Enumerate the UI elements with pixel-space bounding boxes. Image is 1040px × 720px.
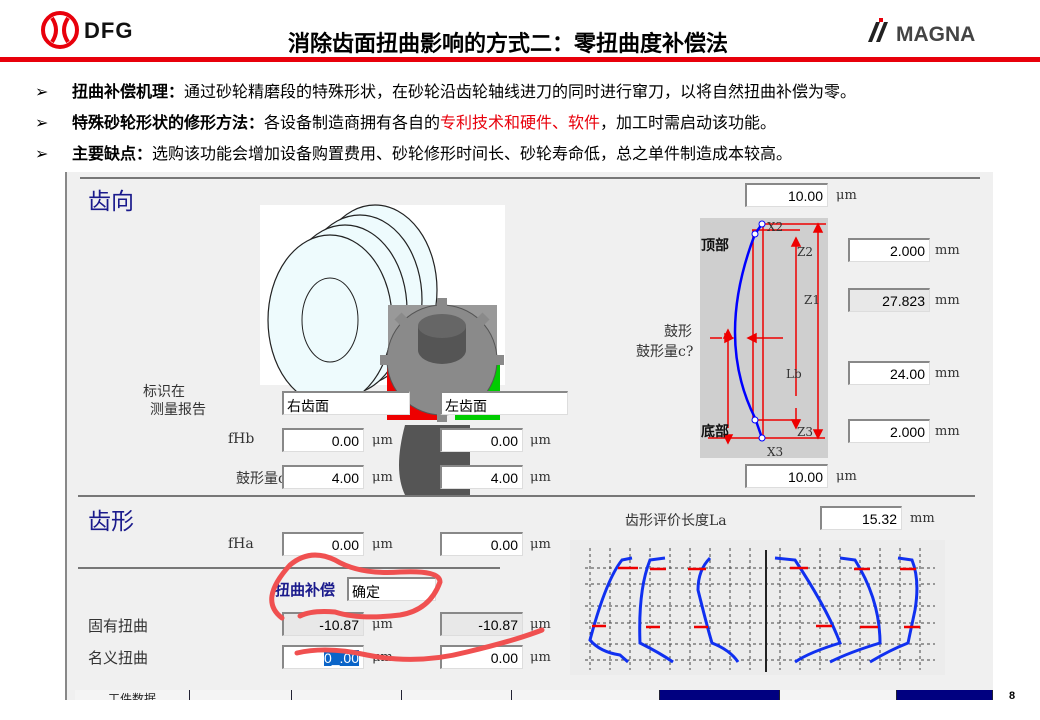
x3-label: X3 xyxy=(767,445,783,458)
bullet-2: ➢ 特殊砂轮形状的修形方法：各设备制造商拥有各自的专利技术和硬件、软件，加工时需启… xyxy=(35,113,777,132)
top-label: 顶部 xyxy=(701,237,729,254)
crown-label: 鼓形量c xyxy=(236,471,286,487)
twist-compensation-label: 扭曲补偿 xyxy=(275,581,336,599)
arrow-bullet-icon: ➢ xyxy=(35,113,49,132)
divider xyxy=(78,495,975,497)
crown-right-input[interactable]: 4.00 xyxy=(282,465,364,489)
unit: μm xyxy=(372,433,393,448)
profile-section-title: 齿形 xyxy=(88,509,134,535)
dfg-logo: DFG xyxy=(40,10,150,50)
bullet-1: ➢ 扭曲补偿机理：通过砂轮精磨段的特殊形状，在砂轮沿齿轮轴线进刀的同时进行窜刀，以… xyxy=(35,82,857,101)
lb-label: Lb xyxy=(786,367,802,381)
crowning-diagram: X2 Z2 Z1 Lb Z3 X3 顶部 底部 xyxy=(700,218,828,458)
lead-section-title: 齿向 xyxy=(88,189,134,215)
z2-input[interactable]: 2.000 xyxy=(848,238,930,262)
crown-left-input[interactable]: 4.00 xyxy=(440,465,523,489)
twist-compensation-select[interactable]: 确定 xyxy=(347,577,436,601)
unit: mm xyxy=(935,243,960,258)
tab[interactable] xyxy=(897,690,993,700)
report-label: 测量报告 xyxy=(150,402,206,418)
inherent-twist-left: -10.87 xyxy=(440,612,523,636)
arrow-bullet-icon: ➢ xyxy=(35,82,49,101)
unit: μm xyxy=(372,470,393,485)
magna-logo: MAGNA xyxy=(866,16,1001,46)
z3-label: Z3 xyxy=(797,425,813,439)
lb-input[interactable]: 24.00 xyxy=(848,361,930,385)
divider xyxy=(80,177,980,179)
unit: μm xyxy=(372,537,393,552)
tab[interactable] xyxy=(292,690,402,700)
unit: μm xyxy=(836,469,857,484)
crown-amount-label: 鼓形量c? xyxy=(636,344,694,360)
svg-text:MAGNA: MAGNA xyxy=(896,23,975,46)
unit: μm xyxy=(530,470,551,485)
z1-readout: 27.823 xyxy=(848,288,930,312)
unit: μm xyxy=(836,188,857,203)
bottom-label: 底部 xyxy=(701,423,729,440)
fhb-label: fHb xyxy=(228,431,255,447)
fha-label: fHa xyxy=(228,536,254,552)
nominal-twist-label: 名义扭曲 xyxy=(88,649,149,667)
fhb-left-input[interactable]: 0.00 xyxy=(440,428,523,452)
tab[interactable] xyxy=(660,690,780,700)
fha-left-input[interactable]: 0.00 xyxy=(440,532,523,556)
la-input[interactable]: 15.32 xyxy=(820,506,902,530)
mark-label: 标识在 xyxy=(143,384,185,400)
left-flank-field[interactable]: 左齿面 xyxy=(440,391,568,415)
top-crown-input[interactable]: 10.00 xyxy=(745,183,828,207)
z1-label: Z1 xyxy=(804,293,820,307)
right-flank-field[interactable]: 右齿面 xyxy=(282,391,410,415)
tab-workpiece-data[interactable]: 工件数据 xyxy=(75,690,190,700)
tab[interactable] xyxy=(190,690,292,700)
la-label: 齿形评价长度La xyxy=(625,513,727,529)
tab[interactable] xyxy=(402,690,512,700)
grinding-wheel-gear-illustration xyxy=(260,204,505,495)
unit: μm xyxy=(530,433,551,448)
inherent-twist-label: 固有扭曲 xyxy=(88,617,149,635)
hand-drawn-annotation xyxy=(269,552,545,662)
arrow-bullet-icon: ➢ xyxy=(35,144,49,163)
fhb-right-input[interactable]: 0.00 xyxy=(282,428,364,452)
x2-label: X2 xyxy=(767,220,783,234)
unit: mm xyxy=(910,511,935,526)
unit: μm xyxy=(530,537,551,552)
bullet-3: ➢ 主要缺点：选购该功能会增加设备购置费用、砂轮修形时间长、砂轮寿命低，总之单件制… xyxy=(35,144,793,163)
page-number: 8 xyxy=(1009,690,1016,702)
unit: mm xyxy=(935,424,960,439)
unit: μm xyxy=(530,650,551,665)
title-divider xyxy=(0,57,1040,62)
z3-input[interactable]: 2.000 xyxy=(848,419,930,443)
profile-traces-plot xyxy=(570,540,945,675)
tab[interactable] xyxy=(512,690,660,700)
bottom-crown-input[interactable]: 10.00 xyxy=(745,464,828,488)
unit: mm xyxy=(935,293,960,308)
crown-label: 鼓形 xyxy=(664,324,692,340)
nominal-twist-right-input[interactable]: 0_.00 xyxy=(282,645,364,669)
unit: μm xyxy=(372,617,393,632)
slide-title: 消除齿面扭曲影响的方式二：零扭曲度补偿法 xyxy=(287,32,728,57)
unit: μm xyxy=(530,617,551,632)
tab[interactable] xyxy=(780,690,897,700)
svg-text:DFG: DFG xyxy=(84,18,133,43)
z2-label: Z2 xyxy=(797,245,813,259)
unit: mm xyxy=(935,366,960,381)
